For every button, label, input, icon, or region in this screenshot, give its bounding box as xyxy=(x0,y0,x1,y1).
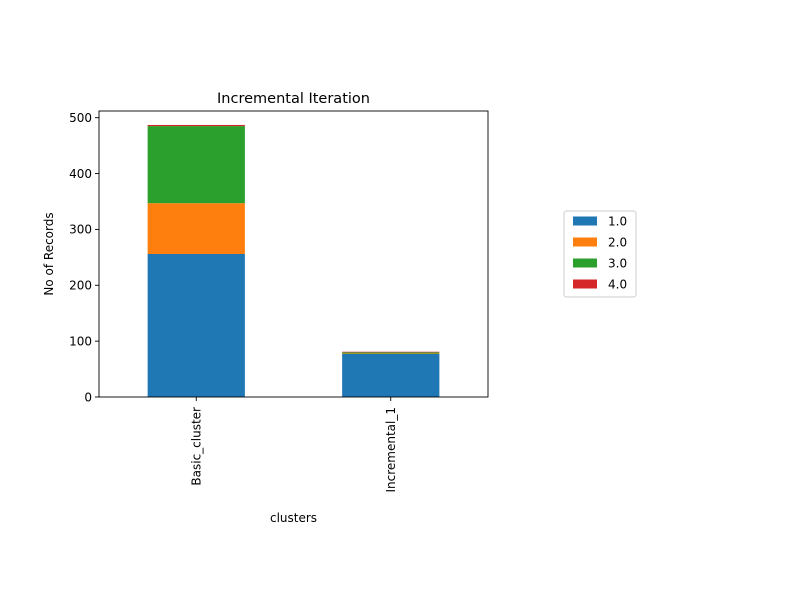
y-axis-label: No of Records xyxy=(42,212,56,295)
plot-frame xyxy=(98,110,489,398)
legend-label-2: 3.0 xyxy=(608,256,627,270)
x-axis: Basic_cluster Incremental_1 xyxy=(190,397,398,493)
y-tick-label: 200 xyxy=(69,279,92,293)
y-tick-label: 500 xyxy=(69,111,92,125)
legend-label-3: 4.0 xyxy=(608,277,627,291)
legend-label-0: 1.0 xyxy=(608,214,627,228)
bar-incremental-1-series-3 xyxy=(342,351,440,353)
legend-label-1: 2.0 xyxy=(608,235,627,249)
legend: 1.0 2.0 3.0 4.0 xyxy=(563,210,637,298)
legend-frame xyxy=(563,210,637,298)
bar-incremental-1-series-2 xyxy=(342,352,440,354)
y-tick-label: 100 xyxy=(69,334,92,348)
bar-incremental-1-series-1 xyxy=(342,353,440,354)
x-tick-label: Basic_cluster xyxy=(190,407,204,486)
bar-basic-cluster-series-3 xyxy=(147,124,245,127)
y-axis: 0 100 200 300 400 500 xyxy=(69,111,99,404)
legend-swatch-1 xyxy=(573,237,597,247)
bar-basic-cluster-series-1 xyxy=(147,203,245,254)
bars-layer xyxy=(147,124,440,397)
legend-items: 1.0 2.0 3.0 4.0 xyxy=(573,214,627,291)
bar-basic-cluster-series-0 xyxy=(147,254,245,397)
x-tick-label: Incremental_1 xyxy=(384,407,398,493)
bar-incremental-1-series-0 xyxy=(342,353,440,397)
y-tick-label: 300 xyxy=(69,223,92,237)
bar-basic-cluster-series-2 xyxy=(147,126,245,204)
x-axis-label: clusters xyxy=(270,511,317,525)
chart-title: Incremental Iteration xyxy=(217,91,370,107)
legend-swatch-2 xyxy=(573,258,597,268)
y-tick-label: 400 xyxy=(69,167,92,181)
legend-swatch-3 xyxy=(573,279,597,289)
y-tick-label: 0 xyxy=(84,390,92,404)
legend-swatch-0 xyxy=(573,216,597,226)
